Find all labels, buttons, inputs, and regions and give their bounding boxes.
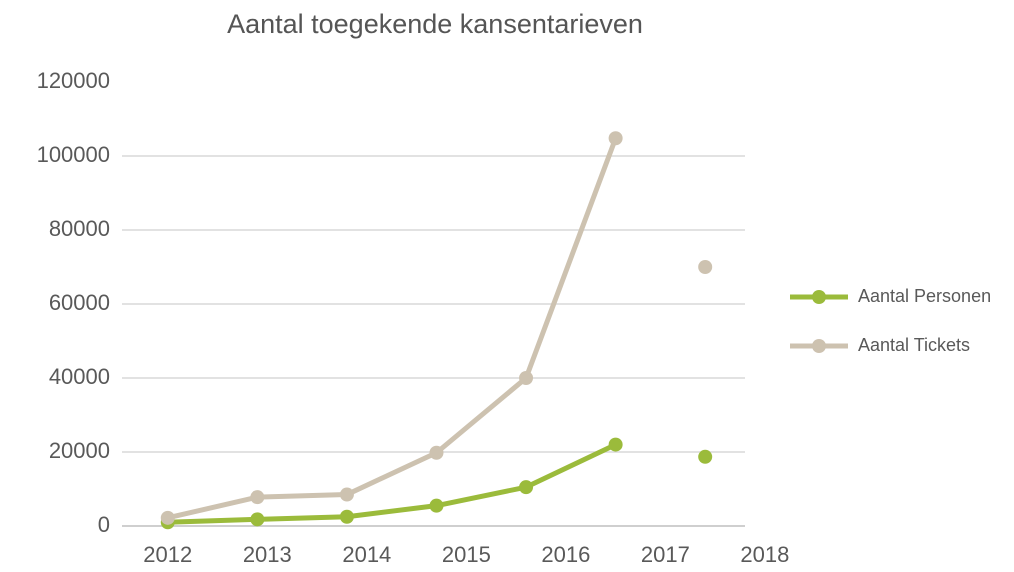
y-tick-label: 120000	[37, 68, 110, 93]
data-point	[608, 131, 623, 146]
data-point	[429, 498, 444, 513]
x-tick-label: 2013	[243, 542, 292, 567]
data-point	[160, 510, 175, 525]
data-point	[519, 371, 534, 385]
x-tick-label: 2015	[442, 542, 491, 567]
data-point	[608, 437, 623, 452]
legend-label: Aantal Tickets	[858, 335, 970, 355]
chart-title: Aantal toegekende kansentarieven	[227, 9, 643, 39]
x-tick-label: 2016	[541, 542, 590, 567]
x-tick-label: 2017	[641, 542, 690, 567]
x-tick-label: 2012	[143, 542, 192, 567]
y-tick-label: 80000	[49, 216, 110, 241]
legend-marker	[812, 339, 826, 353]
data-point	[339, 509, 354, 524]
y-tick-label: 0	[98, 512, 110, 537]
legend-marker	[812, 290, 826, 304]
data-point	[519, 480, 534, 495]
data-point	[698, 260, 713, 274]
data-point	[698, 449, 713, 464]
series-line	[168, 138, 705, 518]
data-point	[429, 445, 444, 460]
y-tick-label: 100000	[37, 142, 110, 167]
data-point	[250, 490, 265, 505]
x-tick-label: 2018	[740, 542, 789, 567]
data-point	[339, 487, 354, 502]
y-tick-label: 60000	[49, 290, 110, 315]
data-point	[250, 512, 265, 527]
x-tick-label: 2014	[342, 542, 391, 567]
legend-label: Aantal Personen	[858, 286, 991, 306]
y-tick-label: 20000	[49, 438, 110, 463]
y-tick-label: 40000	[49, 364, 110, 389]
